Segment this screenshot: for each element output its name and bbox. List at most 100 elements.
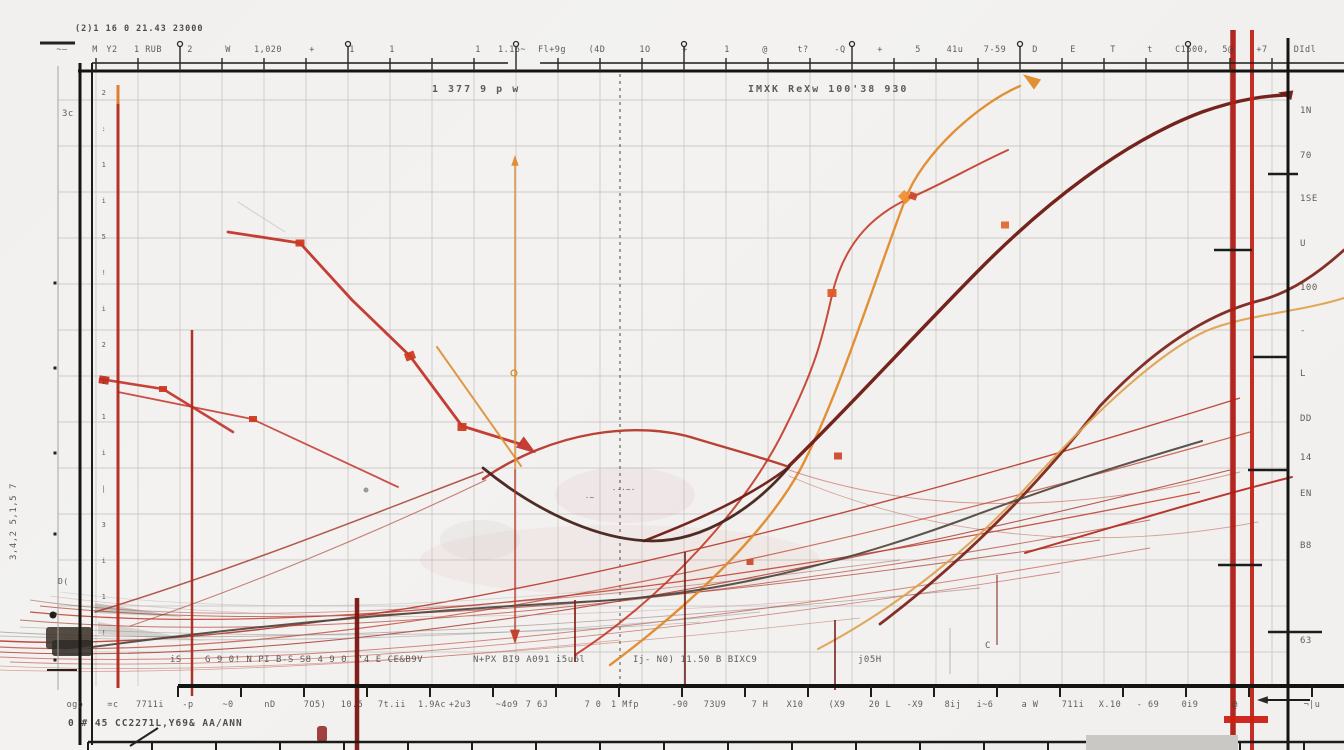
curve-marker: [295, 239, 305, 247]
top-ruler-label: T: [1110, 45, 1116, 55]
mini-col-glyph: !: [102, 269, 107, 277]
mini-col-glyph: i: [102, 449, 107, 457]
curve-marker: [403, 350, 417, 362]
curve-marker: [897, 189, 913, 205]
bottom-ruler-label: +2u3: [449, 700, 471, 710]
curve-lens-tail-a: [94, 471, 484, 613]
bottom-ruler-label: 0i9: [1182, 700, 1199, 710]
left-rotated-label: 3,4,2 5,1,5 7: [9, 483, 19, 560]
bottom-ruler-label: (X9: [829, 700, 846, 710]
right-axis-label: 1SE: [1300, 194, 1318, 204]
shade-blob: [420, 525, 820, 595]
top-tick-knob: [176, 40, 184, 48]
curve-faint-diag: [237, 201, 286, 233]
red-bundle-line: [0, 397, 1241, 643]
top-ruler-label: Y2: [106, 45, 117, 55]
right-axis-label: 1N: [1300, 106, 1312, 116]
point-dot: [363, 487, 369, 493]
bottom-ruler-label: 8ij: [945, 700, 962, 710]
top-ruler-label: C1500,: [1175, 45, 1209, 55]
top-ruler-label: Fl+9g: [538, 45, 566, 55]
red-bundle-line: [19, 621, 701, 636]
red-bundle-line: [29, 559, 901, 614]
inner-text: j05H: [858, 655, 882, 665]
top-ruler-label: @: [762, 45, 768, 55]
top-ruler-label: 41u: [947, 45, 964, 55]
curve-marker: [249, 416, 257, 422]
top-ruler-label: t: [1147, 45, 1153, 55]
mini-col-glyph: i: [102, 557, 107, 565]
bottom-ruler-label: ~4o9: [496, 700, 518, 710]
curve-marker: [834, 452, 842, 460]
bottom-ruler-label: i~6: [977, 700, 994, 710]
bottom-ruler-label: X10: [787, 700, 804, 710]
bottom-ruler-label: 7 H: [752, 700, 769, 710]
red-bundle-line: [59, 585, 641, 607]
top-ruler-label: +7: [1256, 45, 1267, 55]
arrow-maroon-main: [1278, 90, 1294, 101]
corner-note: (2)1 16 0 21.43 23000: [75, 24, 203, 34]
curve-marker: [1001, 221, 1009, 229]
inner-text: 1 377 9 p w: [432, 84, 520, 95]
bottom-ruler-label: nD: [264, 700, 275, 710]
gray-box: [1086, 735, 1238, 750]
mini-col-glyph: !: [102, 629, 107, 637]
curve-lens-upper: [481, 428, 791, 481]
curve-maroon-lower: [878, 248, 1344, 626]
right-axis-label: -: [1300, 326, 1306, 336]
curve-orange-lower: [816, 296, 1344, 651]
mini-col-glyph: 2: [102, 89, 107, 97]
curve-red-rising: [574, 149, 1009, 656]
inner-text: D(: [58, 577, 69, 586]
curve-fan-b: [788, 475, 1259, 539]
right-axis-label: L: [1300, 369, 1306, 379]
right-axis-label: 100: [1300, 283, 1318, 293]
bottom-ruler-label: -p: [182, 700, 193, 710]
bottom-ruler-label: 7t.ii: [378, 700, 406, 710]
inner-text: iS: [170, 655, 182, 665]
left-axis-dot: [53, 658, 57, 662]
red-bundle-line: [39, 539, 1101, 618]
shade-blob: [555, 467, 695, 523]
right-axis-label: 70: [1300, 151, 1312, 161]
inner-text: N+PX BI9 A091 i5u6l: [473, 655, 585, 665]
top-ruler-label: 1.16~: [498, 45, 526, 55]
bottom-note-row: 0 # 45 CC2271L,Y69& AA/ANN: [68, 718, 243, 729]
curve-marker: [827, 289, 837, 297]
arrow-orange-rising-arrow: [1022, 74, 1042, 90]
right-axis-label: 63: [1300, 636, 1312, 646]
top-ruler-label: +: [309, 45, 315, 55]
left-axis-dot: [53, 612, 57, 616]
top-tick-knob: [512, 40, 520, 48]
bottom-ruler-label: @: [1232, 700, 1238, 710]
right-axis-label: DD: [1300, 414, 1312, 424]
top-ruler-label: 2: [187, 45, 193, 55]
right-arrowhead: [1257, 696, 1268, 704]
mini-col-glyph: |: [102, 485, 107, 493]
mini-col-glyph: 1: [102, 413, 107, 421]
curve-fan-a: [788, 469, 1241, 504]
top-ruler-label: 1,020: [254, 45, 282, 55]
bottom-ruler-label: 1.9Ac: [418, 700, 446, 710]
top-ruler-label: 7-59: [984, 45, 1006, 55]
top-tick-knob: [1016, 40, 1024, 48]
mini-col-glyph: ;: [102, 377, 107, 385]
inner-text: '4 E CE&B9V: [358, 655, 423, 665]
left-axis-dot: [53, 451, 57, 455]
inner-text: Ij- N0) 11.50 B BIXC9: [633, 655, 757, 665]
top-ruler-label: 5: [915, 45, 921, 55]
bottom-ruler-label: ¬|u: [1304, 700, 1321, 710]
bottom-ruler-label: 1 Mfp: [611, 700, 639, 710]
top-ruler-label: +: [877, 45, 883, 55]
bottom-ruler-label: 7 0: [585, 700, 602, 710]
paper-area: [80, 71, 1344, 742]
bottom-ruler-label: 20 L: [869, 700, 891, 710]
top-ruler-label: 1 RUB: [134, 45, 162, 55]
bottom-ruler-label: 73U9: [704, 700, 726, 710]
bottom-ruler-label: - 69: [1137, 700, 1159, 710]
curve-descender-orange: [436, 346, 522, 467]
top-ruler-label: M: [92, 45, 98, 55]
inner-text: C: [985, 641, 991, 651]
